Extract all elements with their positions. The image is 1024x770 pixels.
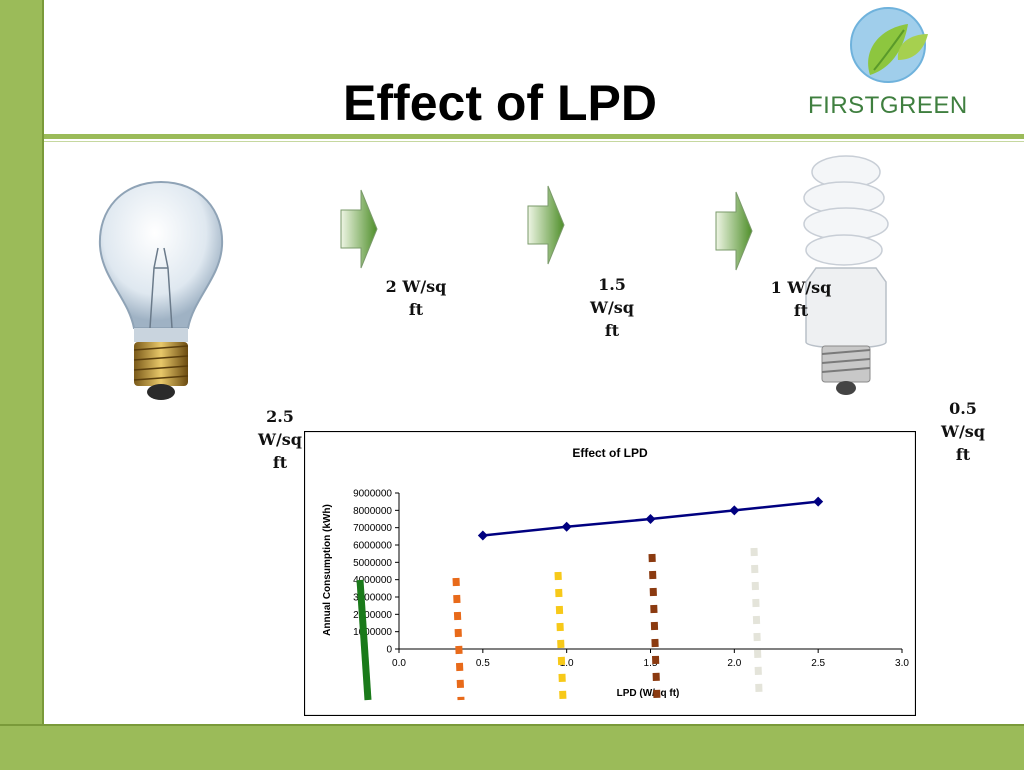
y-tick-label: 3000000 — [353, 593, 392, 604]
yellow-strip — [554, 571, 567, 701]
lpd-label-0-5: 0.5 W/sq ft — [926, 397, 1000, 466]
x-tick-label: 1.5 — [644, 658, 658, 669]
x-tick-label: 0.0 — [392, 658, 406, 669]
label-line: W/sq — [589, 298, 634, 317]
decorative-dashed-strips — [356, 547, 763, 701]
x-tick-label: 1.0 — [560, 658, 574, 669]
x-tick-label: 2.5 — [811, 658, 825, 669]
chart-title: Effect of LPD — [572, 446, 648, 460]
green-arrow-icon — [340, 189, 378, 269]
lpd-label-2-5: 2.5 W/sq ft — [244, 405, 316, 474]
x-tick-label: 3.0 — [895, 658, 909, 669]
title-divider — [44, 134, 1024, 139]
orange-strip — [452, 577, 465, 701]
label-line: ft — [793, 301, 809, 320]
y-tick-label: 2000000 — [353, 610, 392, 621]
brand-name: FIRSTGREEN — [808, 92, 968, 119]
label-line: 2 W/sq — [385, 277, 447, 296]
green-arrow-icon — [527, 185, 565, 265]
cfl-bulb-icon — [803, 155, 889, 395]
leaf-logo-icon — [850, 7, 928, 83]
data-point — [729, 505, 740, 516]
y-tick-label: 4000000 — [353, 575, 392, 586]
left-accent-bar — [0, 0, 44, 724]
y-tick-label: 7000000 — [353, 523, 392, 534]
label-line: ft — [955, 445, 971, 464]
incandescent-bulb-icon — [98, 180, 224, 400]
chart-frame — [304, 431, 916, 716]
x-axis-label: LPD (W/sq ft) — [617, 688, 680, 699]
y-tick-label: 5000000 — [353, 558, 392, 569]
lpd-chart: Effect of LPD LPD (W/sq ft) Annual Consu… — [304, 431, 916, 716]
bottom-accent-bar — [0, 724, 1024, 770]
label-line: W/sq — [940, 422, 985, 441]
y-tick-label: 6000000 — [353, 541, 392, 552]
y-tick-label: 0 — [386, 645, 392, 656]
data-point — [645, 514, 656, 524]
x-tick-label: 0.5 — [476, 658, 490, 669]
lpd-label-2: 2 W/sq ft — [370, 275, 462, 321]
title-divider-thin — [44, 141, 1024, 142]
lpd-label-1-5: 1.5 W/sq ft — [576, 273, 648, 342]
brown-strip — [648, 553, 661, 701]
label-line: 1 W/sq — [770, 278, 832, 297]
y-tick-label: 1000000 — [353, 627, 392, 638]
white-strip — [750, 547, 763, 693]
label-line: ft — [408, 300, 424, 319]
slide-title: Effect of LPD — [343, 75, 657, 131]
y-axis-label: Annual Consumption (kWh) — [322, 504, 333, 636]
label-line: W/sq — [257, 430, 302, 449]
y-tick-label: 8000000 — [353, 506, 392, 517]
data-point — [813, 496, 824, 507]
y-tick-label: 9000000 — [353, 489, 392, 500]
label-line: 1.5 — [598, 275, 626, 294]
label-line: ft — [272, 453, 288, 472]
data-point — [477, 530, 488, 541]
label-line: 0.5 — [949, 399, 977, 418]
data-point — [561, 521, 572, 532]
x-tick-label: 2.0 — [727, 658, 741, 669]
label-line: ft — [604, 321, 620, 340]
green-strip — [356, 579, 372, 701]
label-line: 2.5 — [266, 407, 294, 426]
lpd-label-1: 1 W/sq ft — [756, 276, 846, 322]
green-arrow-icon — [715, 191, 753, 271]
